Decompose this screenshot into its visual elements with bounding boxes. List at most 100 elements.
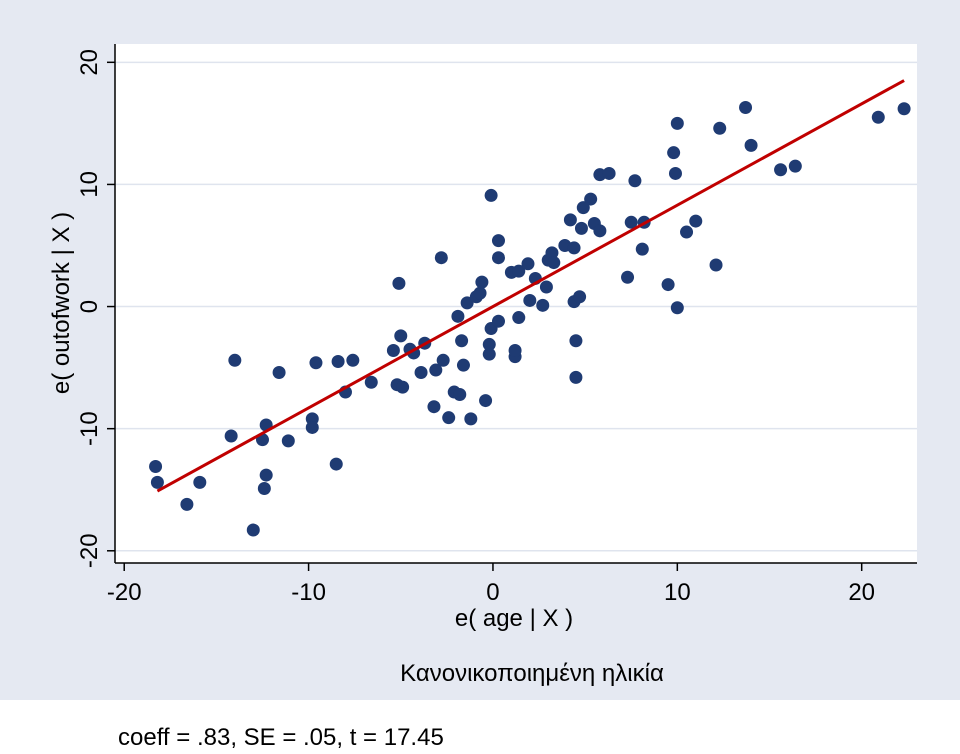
data-point [427, 400, 441, 414]
data-point [414, 365, 428, 379]
data-point [228, 353, 242, 367]
data-point [482, 347, 496, 361]
data-point [479, 394, 493, 408]
data-point [539, 280, 553, 294]
data-point [436, 353, 450, 367]
data-point [709, 258, 723, 272]
data-point [680, 225, 694, 239]
data-point [563, 213, 577, 227]
data-point [346, 353, 360, 367]
data-point [429, 363, 443, 377]
data-point [523, 293, 537, 307]
data-point [434, 251, 448, 265]
data-point [309, 356, 323, 370]
data-point [536, 298, 550, 312]
data-point [584, 192, 598, 206]
data-point [689, 214, 703, 228]
data-point [547, 256, 561, 270]
x-tick-label: 0 [486, 579, 499, 606]
data-point [257, 482, 271, 496]
y-tick-label: -20 [76, 533, 103, 568]
data-point [329, 457, 343, 471]
data-point [464, 412, 478, 426]
data-point [394, 329, 408, 343]
data-point [150, 475, 164, 489]
x-axis-ticks: -20 -10 0 10 20 [107, 563, 875, 606]
axes [114, 44, 917, 564]
data-point [512, 264, 526, 278]
data-point [567, 241, 581, 255]
fit-line [156, 79, 905, 493]
data-point [739, 101, 753, 115]
data-point [396, 380, 410, 394]
data-point [392, 276, 406, 290]
data-point [491, 251, 505, 265]
data-point [475, 275, 489, 289]
data-point [193, 475, 207, 489]
data-point [576, 201, 590, 215]
data-point [713, 121, 727, 135]
data-point [635, 242, 649, 256]
data-point [670, 301, 684, 315]
data-point [451, 309, 465, 323]
data-point [670, 116, 684, 130]
data-point [491, 314, 505, 328]
data-point [386, 344, 400, 358]
data-point [508, 344, 522, 358]
x-tick-label: -10 [291, 579, 326, 606]
data-point [574, 221, 588, 235]
gridlines [115, 61, 917, 552]
data-point [453, 387, 467, 401]
data-point [897, 102, 911, 116]
data-point [364, 375, 378, 389]
x-tick-label: 10 [664, 579, 691, 606]
data-point [569, 370, 583, 384]
y-axis-label: e( outofwork | X ) [48, 212, 75, 394]
data-point [455, 334, 469, 348]
data-point [272, 365, 286, 379]
y-tick-label: 0 [76, 300, 103, 313]
data-point [305, 420, 319, 434]
data-point [180, 497, 194, 511]
data-point [473, 286, 487, 300]
data-point [593, 224, 607, 238]
data-point [484, 188, 498, 202]
x-axis-label: e( age | X ) [455, 605, 573, 632]
data-point [569, 334, 583, 348]
data-point [281, 434, 295, 448]
data-point [624, 215, 638, 229]
x-tick-label: -20 [107, 579, 142, 606]
data-point [259, 468, 273, 482]
data-point [512, 311, 526, 325]
data-point [661, 278, 675, 292]
data-point [149, 460, 163, 474]
data-point [602, 166, 616, 180]
data-point [482, 337, 496, 351]
data-point [491, 234, 505, 248]
data-point [871, 110, 885, 124]
data-point [545, 246, 559, 260]
data-point [442, 411, 456, 425]
data-point [246, 523, 260, 537]
y-tick-label: 20 [76, 49, 103, 76]
data-point [331, 355, 345, 369]
x-tick-label: 20 [848, 579, 875, 606]
data-point [788, 159, 802, 173]
y-axis-ticks: -20 -10 0 10 20 [76, 49, 115, 568]
regression-note: coeff = .83, SE = .05, t = 17.45 [118, 724, 444, 751]
data-point [744, 138, 758, 152]
data-point [456, 358, 470, 372]
data-point [621, 270, 635, 284]
y-tick-label: 10 [76, 171, 103, 198]
y-tick-label: -10 [76, 411, 103, 446]
data-point [460, 296, 474, 310]
data-point [521, 257, 535, 271]
chart-subtitle: Κανονικοποιημένη ηλικία [400, 660, 664, 687]
data-point [668, 166, 682, 180]
data-point [224, 429, 238, 443]
data-point [628, 174, 642, 188]
data-point [573, 290, 587, 304]
plot-area [115, 44, 917, 563]
